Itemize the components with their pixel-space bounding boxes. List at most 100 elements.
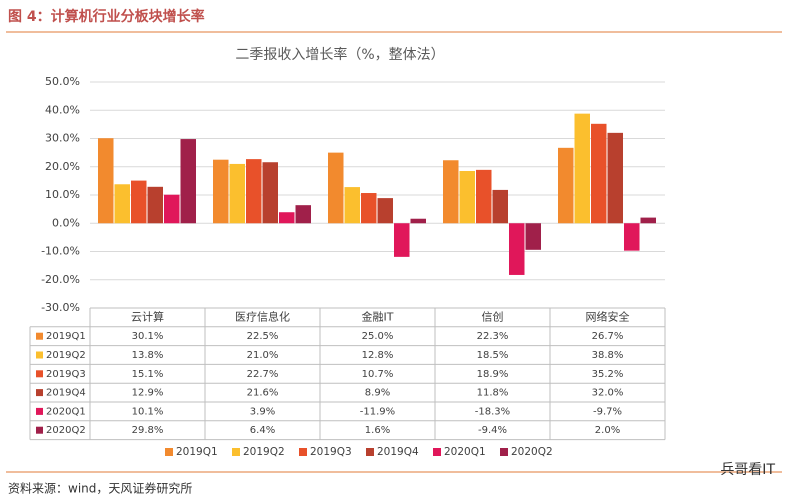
table-cell: 3.9%: [250, 406, 275, 417]
bar: [640, 217, 656, 224]
y-tick-label: 10.0%: [45, 188, 80, 201]
y-tick-label: 30.0%: [45, 132, 80, 145]
y-tick-label: -30.0%: [41, 301, 80, 314]
bar: [295, 205, 311, 224]
legend-key: [299, 448, 307, 456]
table-cell: 2.0%: [595, 425, 620, 436]
y-tick-label: -20.0%: [41, 273, 80, 286]
table-cell: 8.9%: [365, 388, 390, 399]
table-cell: 22.3%: [477, 331, 509, 342]
bar: [459, 170, 475, 224]
table-cell: 30.1%: [132, 331, 164, 342]
table-cell: 22.5%: [247, 331, 279, 342]
bar: [509, 223, 525, 275]
legend-label: 2019Q2: [243, 446, 285, 458]
bar: [246, 159, 262, 224]
bar: [394, 223, 410, 257]
table-cell: 18.5%: [477, 350, 509, 361]
figure-title: 图 4：计算机行业分板块增长率: [8, 8, 205, 25]
y-tick-label: 40.0%: [45, 103, 80, 116]
legend-key: [433, 448, 441, 456]
table-cell: -9.7%: [593, 406, 622, 417]
bar: [607, 132, 623, 224]
bar: [443, 160, 459, 224]
table-cell: 6.4%: [250, 425, 275, 436]
table-legend-key: [36, 426, 43, 434]
table-cell: 11.8%: [477, 388, 509, 399]
bar: [114, 184, 130, 224]
bar: [525, 223, 541, 250]
table-legend-key: [36, 407, 43, 415]
bar: [279, 212, 295, 224]
table-legend-key: [36, 332, 43, 340]
source: 资料来源：wind，天风证券研究所: [8, 481, 192, 496]
bar: [361, 193, 377, 224]
legend-label: 2019Q3: [310, 446, 352, 458]
table-cell: 12.9%: [132, 388, 164, 399]
bar: [377, 198, 393, 224]
bar: [624, 223, 640, 251]
bar: [410, 218, 426, 224]
table-cell: -18.3%: [475, 406, 510, 417]
table-row-label: 2019Q2: [46, 350, 86, 361]
bar: [98, 138, 114, 224]
watermark: 兵哥看IT: [720, 462, 775, 478]
table-cell: -9.4%: [478, 425, 507, 436]
legend-label: 2020Q1: [444, 446, 486, 458]
table-cell: 21.6%: [247, 388, 279, 399]
legend-key: [366, 448, 374, 456]
x-tick-label: 云计算: [131, 309, 164, 323]
x-tick-label: 信创: [482, 310, 504, 323]
table-cell: 25.0%: [362, 331, 394, 342]
bar: [328, 152, 344, 224]
table-cell: 10.1%: [132, 406, 164, 417]
table-cell: 32.0%: [592, 388, 624, 399]
table-cell: 35.2%: [592, 369, 624, 380]
y-tick-label: -10.0%: [41, 245, 80, 258]
legend-label: 2019Q1: [176, 446, 218, 458]
bar: [180, 139, 196, 224]
bar: [262, 162, 278, 224]
table-legend-key: [36, 389, 43, 397]
x-tick-label: 金融IT: [362, 309, 394, 323]
table-cell: 10.7%: [362, 369, 394, 380]
table-row-label: 2019Q1: [46, 331, 86, 342]
table-row-label: 2020Q2: [46, 425, 86, 436]
legend-key: [165, 448, 173, 456]
table-cell: 1.6%: [365, 425, 390, 436]
table-cell: 12.8%: [362, 350, 394, 361]
chart-title: 二季报收入增长率（%，整体法）: [235, 46, 444, 63]
table-cell: 29.8%: [132, 425, 164, 436]
y-tick-label: 20.0%: [45, 160, 80, 173]
y-tick-label: 0.0%: [52, 216, 80, 229]
bar: [492, 189, 508, 224]
table-cell: 22.7%: [247, 369, 279, 380]
bar: [229, 163, 245, 224]
y-tick-label: 50.0%: [45, 75, 80, 88]
bar: [344, 187, 360, 224]
bar: [147, 186, 163, 224]
x-tick-label: 网络安全: [586, 309, 630, 323]
x-tick-label: 医疗信息化: [235, 309, 290, 323]
bar: [558, 147, 574, 224]
bar: [213, 159, 229, 224]
table-row-label: 2019Q4: [46, 388, 86, 399]
legend-key: [500, 448, 508, 456]
table-cell: 15.1%: [132, 369, 164, 380]
legend-label: 2019Q4: [377, 446, 419, 458]
bar: [574, 113, 590, 224]
table-cell: 26.7%: [592, 331, 624, 342]
legend-label: 2020Q2: [511, 446, 553, 458]
bar: [164, 194, 180, 224]
table-row-label: 2020Q1: [46, 406, 86, 417]
table-legend-key: [36, 370, 43, 378]
table-cell: 13.8%: [132, 350, 164, 361]
legend-key: [232, 448, 240, 456]
table-cell: 38.8%: [592, 350, 624, 361]
bar: [591, 123, 607, 224]
table-cell: -11.9%: [360, 406, 395, 417]
table-cell: 21.0%: [247, 350, 279, 361]
bar: [476, 169, 492, 224]
bar: [131, 180, 147, 224]
